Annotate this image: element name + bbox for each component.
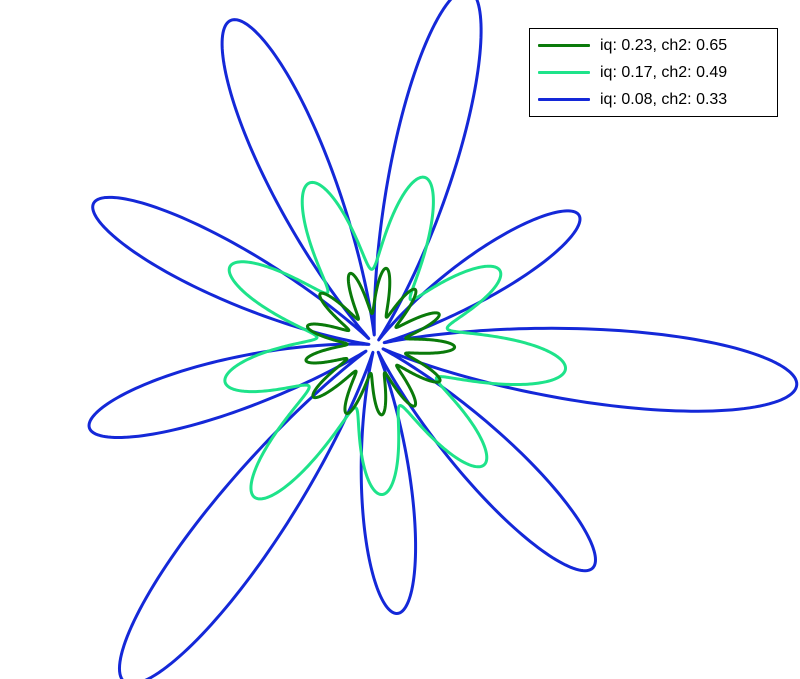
legend-entry: iq: 0.08, ch2: 0.33 [538, 86, 771, 113]
legend-swatch [538, 71, 590, 74]
legend-swatch [538, 44, 590, 47]
series-curve-2 [223, 175, 568, 501]
legend-entry: iq: 0.23, ch2: 0.65 [538, 32, 771, 59]
legend-entry: iq: 0.17, ch2: 0.49 [538, 59, 771, 86]
legend-label: iq: 0.08, ch2: 0.33 [600, 90, 728, 108]
legend-label: iq: 0.17, ch2: 0.49 [600, 63, 728, 81]
legend-label: iq: 0.23, ch2: 0.65 [600, 36, 728, 54]
legend-swatch [538, 98, 590, 101]
legend: iq: 0.23, ch2: 0.65 iq: 0.17, ch2: 0.49 … [529, 28, 778, 117]
series-curve-1 [304, 266, 457, 417]
